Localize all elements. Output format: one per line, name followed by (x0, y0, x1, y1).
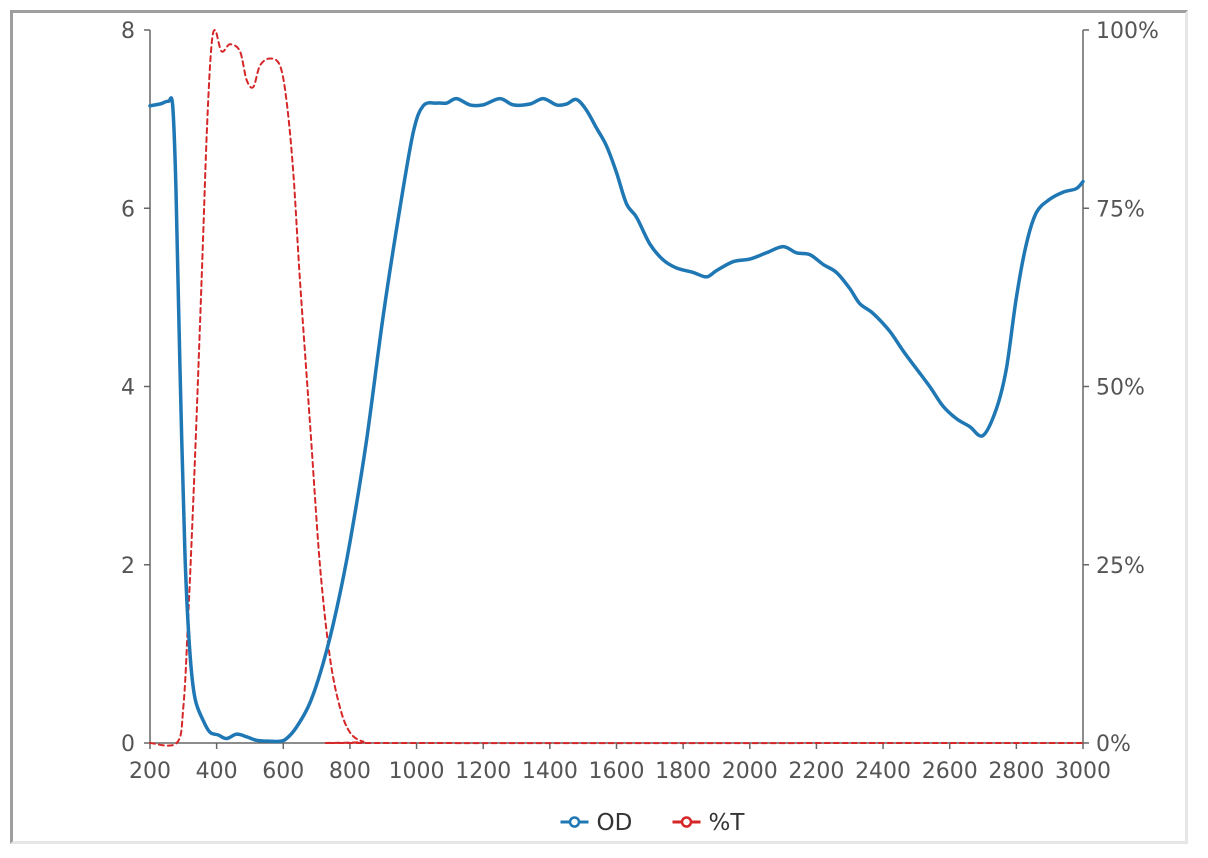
x-tick-label: 1000 (389, 759, 445, 784)
legend-label: OD (597, 810, 633, 836)
x-tick-label: 1200 (455, 759, 511, 784)
y2-tick-label: 75% (1096, 197, 1145, 222)
x-tick-label: 400 (196, 759, 238, 784)
x-tick-label: 800 (329, 759, 371, 784)
y-tick-label: 4 (121, 376, 135, 401)
chart-marks (148, 29, 1085, 747)
legend-swatch-marker (568, 816, 581, 828)
y-tick-label: 0 (121, 732, 135, 757)
x-tick-label: 1600 (589, 759, 645, 784)
legend-swatch-marker (680, 816, 693, 828)
x-tick-label: 2200 (788, 759, 844, 784)
x-tick-label: 2400 (855, 759, 911, 784)
series-line-transmission (149, 29, 1084, 747)
legend-label: %T (709, 810, 746, 836)
y-tick-label: 6 (121, 197, 135, 222)
x-tick-label: 1800 (655, 759, 711, 784)
chart-frame (10, 10, 1188, 844)
legend-item-transmission: %T (672, 810, 746, 836)
legend: OD %T (560, 810, 746, 836)
x-tick-label: 2000 (722, 759, 778, 784)
axes: 200 400 600 800 1000 1200 1400 1600 1800 2000 2200… (121, 19, 1159, 784)
y2-tick-label: 0% (1096, 732, 1131, 757)
y-tick-label: 8 (121, 19, 135, 44)
y2-tick-label: 50% (1096, 376, 1145, 401)
series-line-od (148, 96, 1085, 744)
x-tick-label: 2600 (922, 759, 978, 784)
y-tick-label: 2 (121, 554, 135, 579)
x-tick-label: 3000 (1055, 759, 1111, 784)
x-tick-label: 600 (262, 759, 304, 784)
y2-tick-label: 25% (1096, 554, 1145, 579)
x-tick-label: 1400 (522, 759, 578, 784)
y2-tick-label: 100% (1096, 19, 1159, 44)
x-tick-label: 2800 (988, 759, 1044, 784)
x-tick-label: 200 (129, 759, 171, 784)
legend-item-od: OD (560, 810, 633, 836)
